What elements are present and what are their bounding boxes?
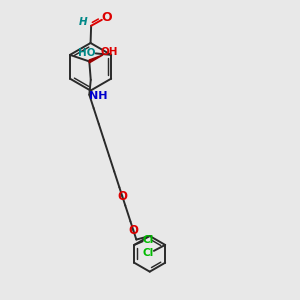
Text: NH: NH: [89, 91, 107, 101]
Text: Cl: Cl: [142, 248, 154, 258]
Text: HO: HO: [78, 47, 95, 58]
Text: OH: OH: [101, 47, 118, 57]
Text: H: H: [79, 17, 87, 27]
Text: O: O: [128, 224, 138, 237]
Text: O: O: [117, 190, 127, 202]
Text: Cl: Cl: [143, 235, 154, 244]
Polygon shape: [89, 55, 103, 63]
Text: O: O: [102, 11, 112, 24]
